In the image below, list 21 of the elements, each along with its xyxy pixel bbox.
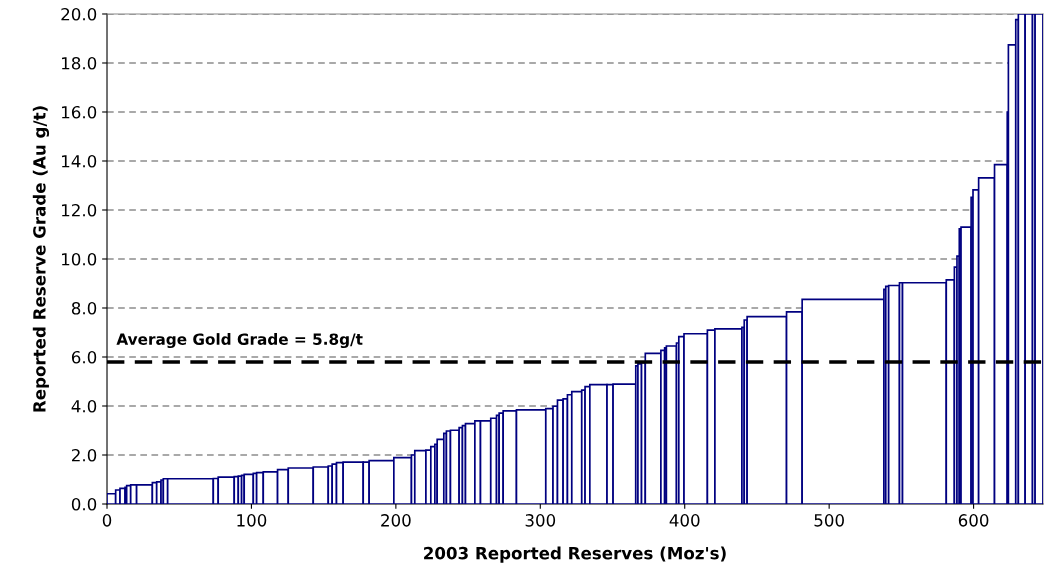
x-tick-label: 600 [958,514,989,527]
ref-line-label: Average Gold Grade = 5.8g/t [116,333,363,349]
y-tick-label: 20.0 [61,7,97,21]
y-tick-label: 12.0 [62,203,97,217]
x-tick-label: 300 [525,514,556,527]
y-tick-label: 16.0 [62,105,97,119]
y-tick-label: 10.0 [62,252,97,266]
y-tick-label: 0.0 [71,497,97,511]
y-tick-label: 2.0 [72,448,97,462]
x-tick-label: 200 [381,514,411,527]
y-tick-label: 6.0 [71,350,97,364]
x-tick-label: 400 [669,514,700,527]
x-tick-label: 100 [237,514,267,527]
y-tick-label: 4.0 [71,399,97,413]
x-axis-title: 2003 Reported Reserves (Moz's) [424,546,726,563]
x-tick-label: 500 [814,514,844,527]
x-tick-label: 0 [102,514,112,527]
y-tick-label: 18.0 [62,56,97,70]
y-tick-label: 8.0 [71,301,97,315]
y-tick-label: 14.0 [62,154,97,168]
y-axis-title: Reported Reserve Grade (Au g/t) [32,106,50,412]
